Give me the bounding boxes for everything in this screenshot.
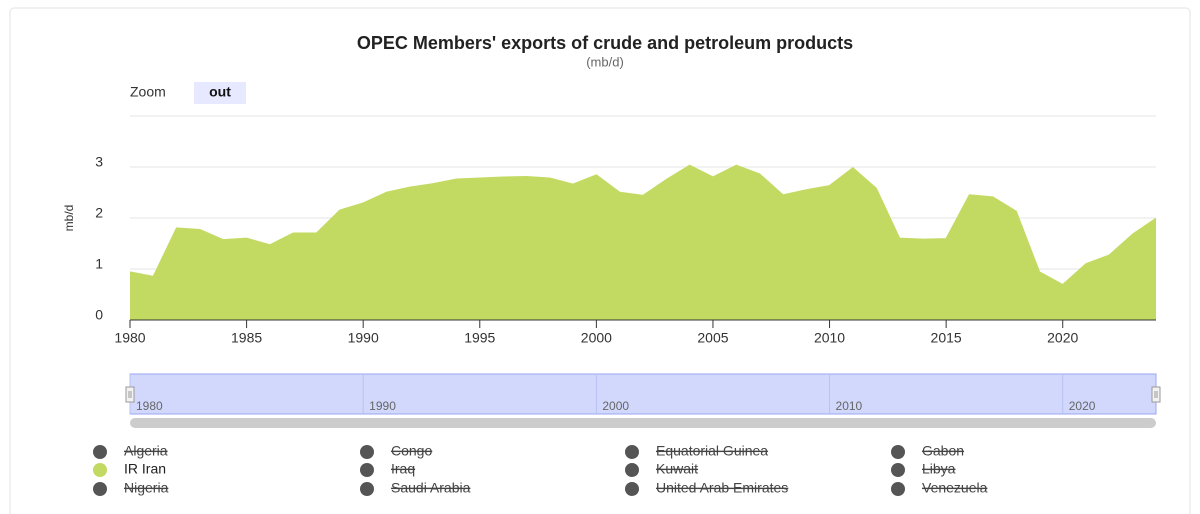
- navigator-tick-label: 2020: [1069, 399, 1096, 413]
- legend-symbol[interactable]: [625, 482, 639, 496]
- legend-label[interactable]: IR Iran: [124, 461, 166, 477]
- x-tick-label: 2005: [697, 330, 728, 346]
- navigator-tick-label: 1990: [369, 399, 396, 413]
- y-tick-label: 1: [95, 256, 103, 272]
- legend-label[interactable]: Algeria: [124, 443, 168, 459]
- legend-label[interactable]: Libya: [922, 461, 956, 477]
- legend-symbol[interactable]: [93, 445, 107, 459]
- zoom-out-button[interactable]: [194, 82, 246, 104]
- navigator-tick-label: 2010: [836, 399, 863, 413]
- x-tick-label: 2015: [931, 330, 962, 346]
- area: [130, 165, 1156, 320]
- navigator-selection: [129, 373, 1157, 415]
- legend-label[interactable]: Iraq: [391, 461, 415, 477]
- navigator-tick-label: 2000: [602, 399, 629, 413]
- legend-symbol[interactable]: [93, 482, 107, 496]
- y-tick-label: 3: [95, 154, 103, 170]
- x-tick-label: 2000: [581, 330, 612, 346]
- x-tick-label: 2010: [814, 330, 845, 346]
- x-tick-label: 1985: [231, 330, 262, 346]
- scrollbar[interactable]: [130, 418, 1156, 428]
- chart-subtitle: (mb/d): [586, 54, 624, 69]
- legend-label[interactable]: Equatorial Guinea: [656, 443, 768, 459]
- y-axis-label: mb/d: [62, 205, 76, 232]
- legend-symbol[interactable]: [93, 463, 107, 477]
- area-line: [129, 164, 1157, 286]
- navigator-handle[interactable]: [1151, 386, 1161, 403]
- legend-symbol[interactable]: [891, 463, 905, 477]
- chart-title: OPEC Members' exports of crude and petro…: [357, 33, 853, 53]
- legend-symbol[interactable]: [625, 445, 639, 459]
- legend-symbol[interactable]: [625, 463, 639, 477]
- y-tick-label: 0: [95, 307, 103, 323]
- legend-symbol[interactable]: [360, 463, 374, 477]
- legend-label[interactable]: Kuwait: [656, 461, 698, 477]
- legend-label[interactable]: United Arab Emirates: [656, 480, 788, 496]
- legend-label[interactable]: Nigeria: [124, 480, 169, 496]
- legend-label[interactable]: Venezuela: [922, 480, 988, 496]
- x-tick-label: 2020: [1047, 330, 1078, 346]
- legend-symbol[interactable]: [891, 445, 905, 459]
- navigator-handle[interactable]: [125, 386, 135, 403]
- zoom-out-text[interactable]: out: [209, 84, 231, 100]
- navigator-tick-label: 1980: [136, 399, 163, 413]
- legend-symbol[interactable]: [360, 482, 374, 496]
- legend-symbol[interactable]: [891, 482, 905, 496]
- legend-label[interactable]: Gabon: [922, 443, 964, 459]
- zoom-label: Zoom: [130, 84, 166, 100]
- x-tick-label: 1990: [348, 330, 379, 346]
- legend-label[interactable]: Saudi Arabia: [391, 480, 471, 496]
- x-tick-label: 1995: [464, 330, 495, 346]
- legend-label[interactable]: Congo: [391, 443, 432, 459]
- x-tick-label: 1980: [114, 330, 145, 346]
- y-tick-label: 2: [95, 205, 103, 221]
- legend-symbol[interactable]: [360, 445, 374, 459]
